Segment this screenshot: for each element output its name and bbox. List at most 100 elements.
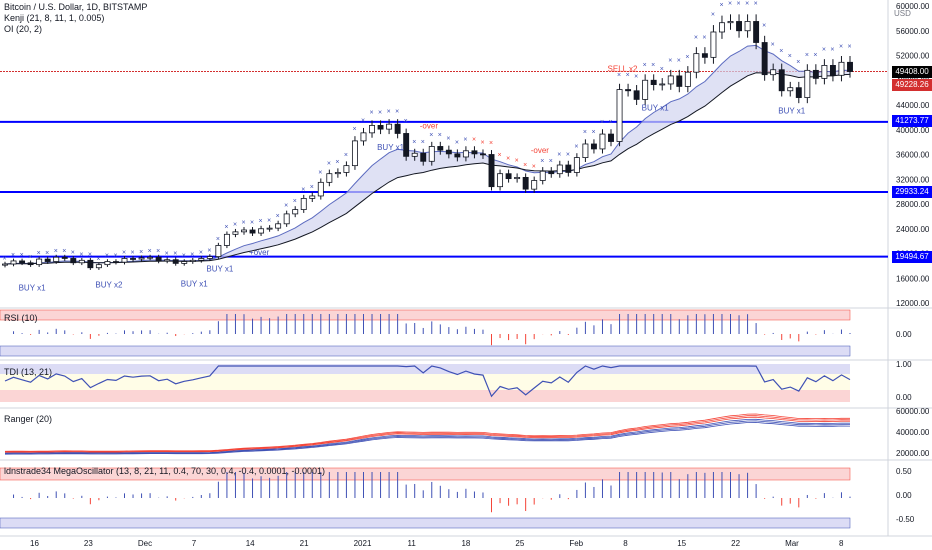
osc-upper-zone (0, 467, 851, 481)
stop-marker: × (335, 159, 339, 166)
stop-marker: × (660, 66, 664, 73)
stop-marker: × (839, 43, 843, 50)
candle-body (292, 209, 299, 215)
stop-marker: × (370, 110, 374, 117)
ranger-band-line (4, 416, 850, 453)
stop-marker: × (719, 2, 723, 9)
stop-marker: × (233, 221, 237, 228)
time-tick-label: 21 (300, 539, 309, 548)
slow-ema-line (4, 72, 851, 265)
tdi-lower-zone (0, 390, 850, 402)
price-tick-label: 52000.00 (896, 52, 930, 61)
candle-body (573, 157, 580, 173)
candle-body (693, 53, 700, 73)
candle-body (181, 261, 188, 264)
currency-label: USD (894, 9, 911, 18)
candle-body (249, 229, 256, 234)
candle-body (565, 164, 572, 173)
stop-marker: × (54, 248, 58, 255)
candle-body (241, 229, 247, 233)
candle-body (36, 258, 43, 266)
stop-marker: × (20, 252, 24, 259)
time-tick-label: Feb (569, 539, 583, 548)
stop-marker: × (182, 253, 186, 260)
stop-marker: × (830, 47, 834, 54)
candle-body (522, 176, 529, 190)
candle-body (198, 258, 205, 261)
tdi-tick-label: 1.00 (896, 360, 912, 369)
candle-body (215, 245, 222, 257)
stop-marker: × (455, 140, 459, 147)
osc-tick-label: 0.50 (896, 467, 912, 476)
candle-body (394, 123, 401, 134)
candle-body (420, 152, 427, 162)
stop-marker: × (241, 220, 245, 227)
stop-marker: × (301, 186, 305, 193)
stop-marker: × (566, 151, 570, 158)
stop-marker: × (745, 0, 749, 7)
stop-marker: × (754, 0, 758, 7)
candle-body (428, 146, 435, 162)
stop-marker: × (668, 58, 672, 65)
stop-marker: × (463, 136, 467, 143)
osc-tick-label: 0.00 (896, 491, 912, 500)
stop-marker: × (813, 52, 817, 59)
candle-body (326, 173, 333, 183)
candle-body (309, 195, 316, 199)
signal-label: BUY x1 (181, 279, 209, 288)
stop-marker: × (694, 34, 698, 41)
ranger-tick-label: 60000.00 (896, 407, 930, 416)
ranger-label: Ranger (20) (4, 414, 53, 424)
candle-body (70, 258, 77, 264)
candle-body (556, 164, 563, 175)
candle-body (19, 260, 26, 264)
candle-body (164, 259, 171, 262)
price-tag-level1: 41273.77 (892, 115, 932, 127)
price-tag-level3: 19494.67 (892, 251, 932, 263)
ranger-band-line (4, 413, 850, 452)
candle-body (505, 173, 512, 180)
stop-marker: × (702, 34, 706, 41)
stop-marker: × (207, 247, 211, 254)
price-tag-secondary: 49228.26 (892, 79, 932, 91)
stop-marker: × (173, 251, 177, 258)
candle-body (53, 256, 60, 262)
stop-marker: × (88, 251, 92, 258)
stop-marker: × (131, 249, 135, 256)
candle-body (155, 256, 162, 262)
candle-body (121, 258, 128, 263)
candle-body (61, 256, 68, 259)
indicator-oi: OI (20, 2) (4, 24, 43, 34)
candle-body (642, 79, 649, 100)
tdi-mid-zone (0, 374, 850, 390)
stop-marker: × (259, 218, 263, 225)
time-tick-label: 23 (84, 539, 93, 548)
fast-ema-line (4, 44, 851, 265)
candle-body (343, 165, 350, 173)
price-tick-label: 60000.00 (896, 2, 930, 11)
stop-marker: × (549, 158, 553, 165)
stop-marker: × (480, 140, 484, 147)
stop-marker: × (762, 23, 766, 30)
price-tag-level2: 29933.24 (892, 186, 932, 198)
candle-body (497, 173, 504, 188)
price-tick-label: 32000.00 (896, 175, 930, 184)
candle-body (770, 69, 777, 76)
candle-body (650, 79, 657, 85)
ranger-band-line (4, 420, 850, 455)
stop-marker: × (583, 129, 587, 136)
candle-body (480, 153, 486, 156)
tdi-tick-label: 0.00 (896, 393, 912, 402)
candle-body (684, 71, 691, 87)
stop-marker: × (284, 203, 288, 210)
candle-body (761, 42, 768, 76)
signal-label: BUY x1 (778, 107, 806, 116)
signal-label: SELL x2 (608, 65, 638, 74)
oscillator-label: ldnstrade34 MegaOscillator (13, 8, 21, 1… (4, 466, 326, 476)
candle-body (147, 256, 154, 259)
stop-marker: × (779, 48, 783, 55)
osc-lower-zone (0, 517, 851, 529)
time-tick-label: 25 (515, 539, 524, 548)
ranger-band-line (4, 415, 851, 453)
